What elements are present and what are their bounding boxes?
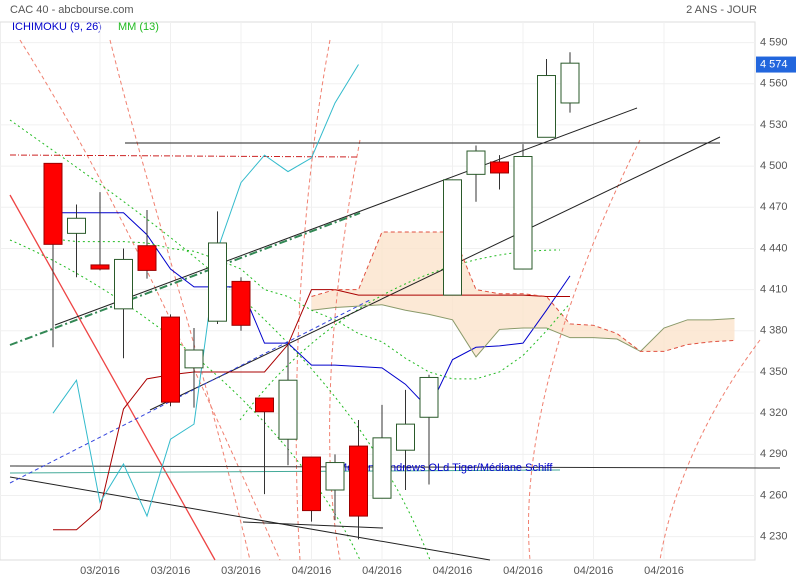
x-tick-label: 04/2016 <box>574 565 614 577</box>
channel-curve <box>19 39 281 561</box>
candle-body <box>43 162 63 245</box>
candle-body <box>67 217 86 234</box>
channel-curve <box>329 139 361 561</box>
channel-curve <box>659 339 761 561</box>
trend-line <box>9 299 371 484</box>
candle-body <box>278 379 298 440</box>
x-tick-label: 04/2016 <box>503 565 543 577</box>
trend-line <box>149 136 721 411</box>
x-tick-label: 04/2016 <box>292 565 332 577</box>
channel-curve <box>528 139 641 561</box>
y-tick-label: 4 560 <box>760 78 788 90</box>
trend-line <box>9 469 561 474</box>
x-tick-label: 03/2016 <box>80 565 120 577</box>
candle-body <box>419 376 439 418</box>
line-chikou <box>52 64 359 518</box>
y-tick-label: 4 320 <box>760 407 788 419</box>
candle-body <box>114 258 133 310</box>
channel-curve <box>295 39 331 561</box>
line-span-b <box>311 231 735 352</box>
y-tick-label: 4 440 <box>760 242 788 254</box>
candle-body <box>90 264 110 270</box>
price-tag-label: 4 574 <box>760 58 788 70</box>
trend-line <box>54 107 638 326</box>
channel-curve <box>9 119 431 561</box>
line-span-a <box>311 304 735 358</box>
candle-body <box>349 445 368 517</box>
line-kijun <box>53 289 570 531</box>
indicator-label: ICHIMOKU (9, 26) <box>12 21 102 33</box>
candle-body <box>443 179 462 296</box>
channel-curve <box>9 239 361 561</box>
chart-subtitle: 2 ANS - JOUR <box>686 4 757 16</box>
candle-body <box>302 456 321 512</box>
x-tick-label: 04/2016 <box>433 565 473 577</box>
price-tag <box>756 56 796 73</box>
plot-frame <box>0 21 756 561</box>
y-tick-label: 4 350 <box>760 366 788 378</box>
candle-body <box>537 75 556 138</box>
drawings <box>9 39 781 561</box>
y-tick-label: 4 530 <box>760 119 788 131</box>
candle-body <box>560 62 580 104</box>
y-tick-label: 4 230 <box>760 531 788 543</box>
candle-body <box>513 156 533 270</box>
y-tick-label: 4 260 <box>760 489 788 501</box>
x-tick-label: 03/2016 <box>151 565 191 577</box>
y-tick-label: 4 380 <box>760 325 788 337</box>
trend-line <box>9 465 781 469</box>
channel-curve <box>109 39 251 561</box>
y-tick-label: 4 470 <box>760 201 788 213</box>
candle-body <box>231 280 251 326</box>
y-tick-label: 4 590 <box>760 36 788 48</box>
trend-line <box>9 194 216 561</box>
y-tick-label: 4 500 <box>760 160 788 172</box>
line-tenkan <box>53 212 571 410</box>
x-tick-label: 03/2016 <box>221 565 261 577</box>
candle-body <box>184 349 204 369</box>
candle-body <box>466 150 486 175</box>
candle-body <box>490 161 509 174</box>
annotation: Médiane Andrews OLd Tiger/Médiane Schiff <box>338 462 553 474</box>
x-tick-label: 04/2016 <box>362 565 402 577</box>
y-tick-label: 4 290 <box>760 448 788 460</box>
candle-body <box>396 423 415 451</box>
indicator-label: MM (13) <box>118 21 159 33</box>
trend-line <box>9 154 359 158</box>
candle-body <box>325 462 345 491</box>
line-mm <box>52 238 571 380</box>
cloud <box>311 231 735 357</box>
trend-line <box>242 521 384 529</box>
chart-title: CAC 40 - abcbourse.com <box>10 4 134 16</box>
candle-body <box>255 397 274 413</box>
x-tick-label: 04/2016 <box>644 565 684 577</box>
candle-body <box>137 245 157 271</box>
trend-line <box>9 212 361 346</box>
y-tick-label: 4 410 <box>760 284 788 296</box>
candle-body <box>161 316 180 403</box>
candle-body <box>208 242 227 322</box>
trend-line <box>9 476 491 561</box>
candle-body <box>372 437 392 499</box>
